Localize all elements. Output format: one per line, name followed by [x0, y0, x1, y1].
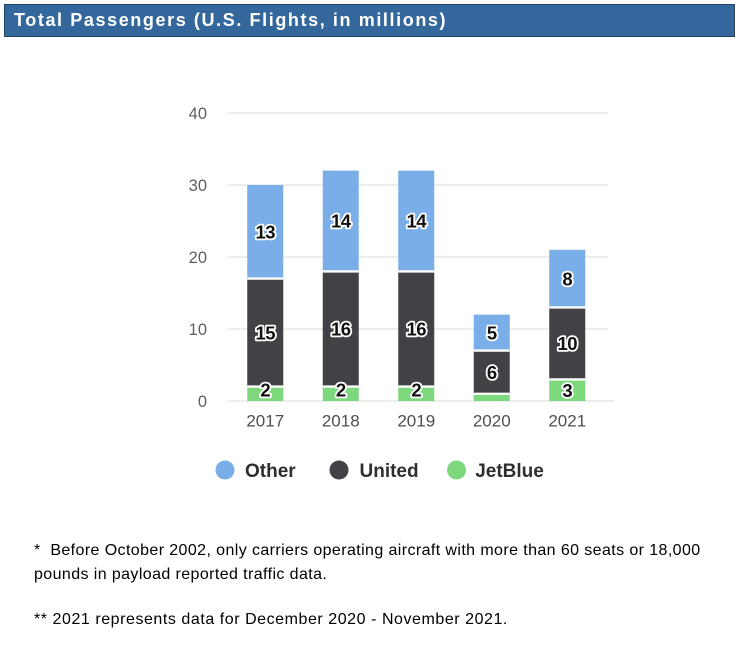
svg-text:0: 0 — [198, 393, 207, 411]
svg-text:40: 40 — [189, 105, 207, 123]
svg-text:14: 14 — [331, 211, 352, 232]
svg-text:8: 8 — [562, 268, 572, 289]
svg-text:5: 5 — [487, 322, 497, 343]
svg-text:2: 2 — [260, 379, 270, 400]
svg-text:2019: 2019 — [397, 412, 435, 431]
svg-text:6: 6 — [487, 362, 497, 383]
svg-text:2018: 2018 — [322, 412, 360, 431]
svg-text:2: 2 — [411, 379, 421, 400]
svg-text:Other: Other — [245, 461, 296, 482]
svg-text:2017: 2017 — [246, 412, 284, 431]
svg-text:2021: 2021 — [548, 412, 586, 431]
svg-text:14: 14 — [406, 211, 427, 232]
svg-text:10: 10 — [189, 321, 207, 339]
svg-text:16: 16 — [406, 319, 426, 340]
svg-text:2: 2 — [336, 379, 346, 400]
svg-text:15: 15 — [255, 322, 275, 343]
svg-text:2020: 2020 — [473, 412, 511, 431]
svg-text:United: United — [360, 461, 419, 482]
svg-text:20: 20 — [189, 249, 207, 267]
svg-text:13: 13 — [255, 222, 275, 243]
svg-text:3: 3 — [562, 380, 572, 401]
svg-text:30: 30 — [189, 177, 207, 195]
svg-text:JetBlue: JetBlue — [475, 461, 544, 482]
svg-text:10: 10 — [557, 333, 577, 354]
svg-text:16: 16 — [331, 319, 351, 340]
